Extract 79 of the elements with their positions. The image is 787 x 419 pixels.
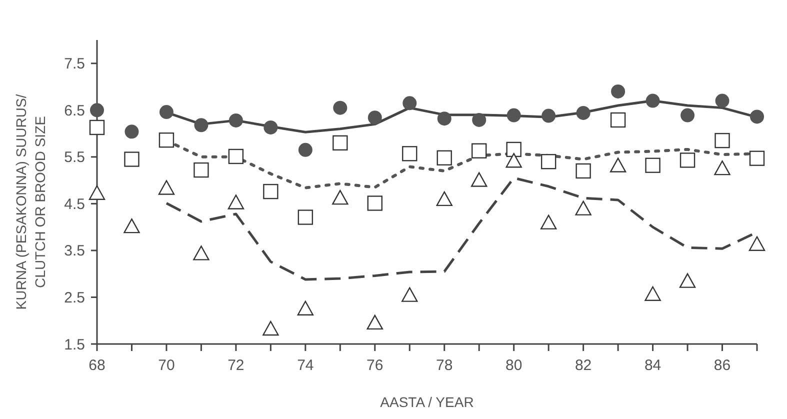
point	[333, 100, 348, 115]
y-tick-label: 4.5	[64, 196, 85, 213]
point	[332, 135, 348, 150]
point	[750, 110, 764, 124]
point	[194, 162, 209, 178]
x-tick-label: 74	[297, 357, 314, 374]
point	[193, 246, 210, 260]
point	[194, 118, 208, 132]
point	[263, 184, 278, 200]
point	[228, 148, 244, 164]
point	[159, 105, 174, 120]
point	[715, 94, 730, 108]
point	[228, 194, 244, 210]
point	[298, 142, 312, 157]
y-tick-label: 2.5	[64, 289, 85, 306]
x-tick-label: 70	[158, 357, 175, 374]
point	[367, 196, 382, 211]
point	[368, 110, 382, 125]
point	[158, 180, 175, 195]
point	[714, 160, 730, 176]
x-axis-title: AASTA / YEAR	[380, 394, 474, 410]
point	[646, 94, 660, 108]
point	[680, 108, 695, 122]
point	[472, 143, 487, 158]
point	[158, 132, 174, 148]
point	[506, 108, 521, 122]
point	[542, 108, 556, 123]
point	[540, 214, 557, 230]
point	[298, 210, 314, 225]
point	[436, 150, 452, 166]
point	[610, 158, 626, 172]
point	[575, 200, 592, 216]
x-tick-label: 68	[88, 357, 106, 374]
point	[88, 185, 106, 200]
point	[645, 158, 660, 173]
point	[124, 124, 139, 139]
point	[402, 287, 418, 302]
point	[332, 190, 348, 205]
point	[264, 120, 278, 134]
y-tick-label: 5.5	[64, 149, 85, 166]
y-tick-label: 6.5	[64, 102, 85, 120]
point	[644, 286, 661, 301]
point	[680, 152, 696, 168]
point	[366, 314, 383, 330]
point	[506, 153, 522, 168]
x-tick-label: 80	[506, 357, 522, 374]
x-tick-label: 76	[366, 357, 384, 374]
point	[437, 112, 452, 126]
x-tick-label: 82	[574, 357, 592, 374]
point	[576, 163, 591, 179]
y-tick-label: 7.5	[64, 56, 85, 73]
point	[679, 273, 696, 288]
point	[124, 152, 140, 167]
point	[262, 320, 279, 336]
point	[714, 132, 730, 148]
x-tick-label: 78	[436, 357, 453, 374]
point	[228, 113, 243, 128]
y-tick-label: 3.5	[64, 242, 85, 260]
y-axis-title: KURNA (PESAKONNA) SUURUS/ CLUTCH OR BROOD SIZE	[13, 94, 48, 310]
point	[402, 96, 417, 110]
x-tick-label: 72	[228, 357, 244, 374]
point	[124, 218, 140, 234]
point	[610, 112, 626, 128]
point	[576, 106, 590, 120]
point	[749, 150, 765, 166]
point	[297, 300, 314, 316]
point	[90, 103, 104, 118]
x-tick-label: 86	[714, 357, 731, 374]
point	[611, 84, 626, 98]
x-tick-label: 84	[644, 357, 662, 374]
point	[436, 191, 452, 206]
point	[748, 236, 766, 251]
point	[540, 154, 556, 170]
point	[89, 120, 105, 136]
point	[506, 142, 522, 158]
point	[472, 112, 486, 127]
point	[402, 146, 418, 162]
point	[471, 172, 488, 187]
y-tick-label: 1.5	[64, 336, 85, 354]
